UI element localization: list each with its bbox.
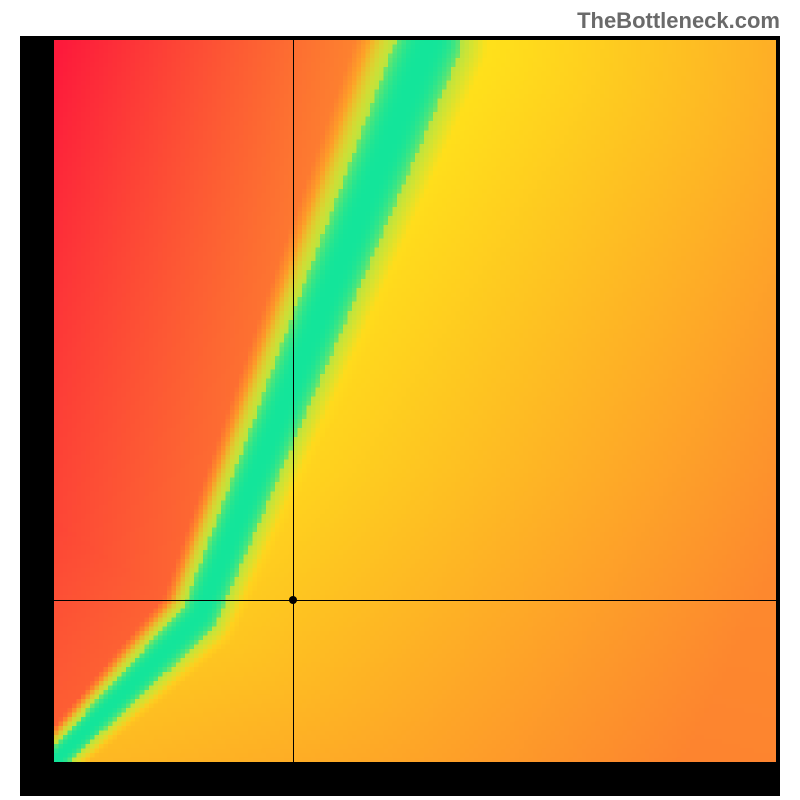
crosshair-vertical [293, 40, 294, 762]
plot-inner-area [54, 40, 776, 762]
crosshair-horizontal [54, 600, 776, 601]
watermark-text: TheBottleneck.com [577, 8, 780, 34]
heatmap-canvas [54, 40, 776, 762]
crosshair-point [289, 596, 297, 604]
plot-outer-frame [20, 36, 780, 796]
